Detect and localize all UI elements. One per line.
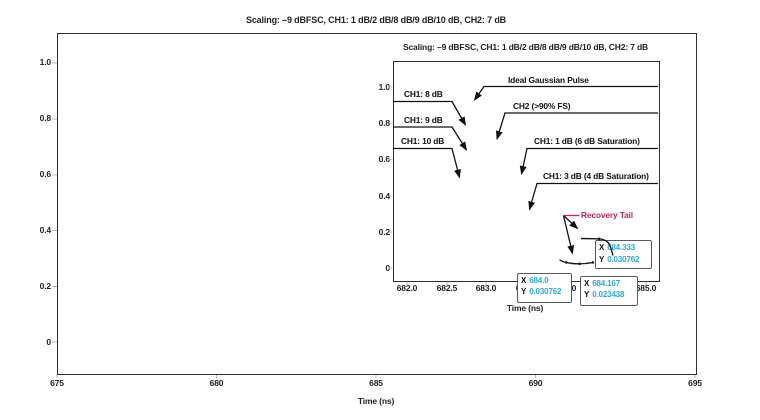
cursor-readout-box: X 684.0 Y 0.030762 (517, 272, 572, 303)
cursor-y-value: 0.030762 (529, 287, 562, 296)
main-y-tick-label: 0.8 (39, 113, 52, 123)
cursor-x-value: 684.167 (592, 278, 621, 288)
main-y-tick-label: 1.0 (39, 57, 52, 67)
annotation-ch1-8db: CH1: 8 dB (404, 89, 443, 99)
cursor-y-label: Y (584, 290, 590, 299)
cursor-y-value: 0.023438 (592, 290, 625, 299)
cursor-x-value: 684.0 (529, 275, 549, 285)
main-x-tick-label: 685 (369, 378, 383, 388)
inset-plot-title: Scaling: –9 dBFSC, CH1: 1 dB/2 dB/8 dB/9… (402, 42, 649, 52)
inset-x-tick-label: 682.5 (436, 283, 458, 293)
main-y-tick-label: 0 (46, 337, 51, 347)
cursor-x-label: X (521, 275, 527, 285)
cursor-y-label: Y (599, 254, 605, 264)
inset-y-tick-label: 1.0 (378, 81, 391, 92)
cursor-x-label: X (599, 243, 605, 252)
main-x-axis-label: Time (ns) (357, 396, 395, 406)
annotation-ch1-1db-saturation: CH1: 1 dB (6 dB Saturation) (534, 136, 640, 146)
inset-y-tick-label: 0.4 (378, 190, 391, 201)
inset-x-axis-label: Time (ns) (506, 303, 544, 313)
annotation-recovery-tail: Recovery Tail (581, 210, 633, 220)
annotation-ideal-gaussian-pulse: Ideal Gaussian Pulse (508, 75, 589, 85)
main-x-tick-label: 675 (50, 378, 64, 388)
inset-x-tick-label: 682.0 (396, 283, 418, 293)
main-y-tick-label: 0.2 (39, 281, 52, 291)
cursor-y-label: Y (521, 287, 527, 296)
inset-y-tick-label: 0.8 (378, 117, 391, 128)
inset-y-tick-label: 0.6 (378, 154, 391, 164)
main-x-tick-label: 695 (688, 378, 702, 388)
cursor-readout-box: X 684.333 Y 0.030762 (595, 240, 652, 269)
inset-y-tick-label: 0.2 (378, 226, 391, 237)
inset-x-tick-label: 683.0 (475, 283, 497, 293)
annotation-ch1-9db: CH1: 9 dB (404, 115, 443, 125)
annotation-ch1-3db-saturation: CH1: 3 dB (4 dB Saturation) (543, 171, 649, 181)
cursor-x-value: 684.333 (607, 243, 636, 252)
main-plot-title: Scaling: –9 dBFSC, CH1: 1 dB/2 dB/8 dB/9… (245, 15, 507, 25)
cursor-readout-box: X 684.167 Y 0.023438 (580, 275, 638, 306)
cursor-x-label: X (584, 278, 590, 288)
annotation-ch1-10db: CH1: 10 dB (401, 136, 445, 146)
inset-x-tick-label: 685.0 (635, 283, 657, 293)
inset-y-tick-label: 0 (385, 262, 390, 273)
annotation-ch2: CH2 (>90% FS) (513, 101, 571, 111)
cursor-y-value: 0.030762 (607, 254, 640, 264)
main-x-tick-label: 690 (528, 378, 543, 388)
main-y-tick-label: 0.6 (39, 169, 52, 179)
main-x-tick-label: 680 (209, 378, 224, 388)
main-y-tick-label: 0.4 (39, 225, 52, 235)
